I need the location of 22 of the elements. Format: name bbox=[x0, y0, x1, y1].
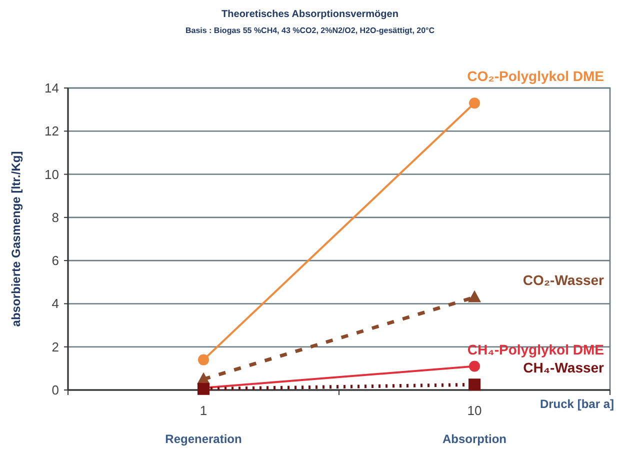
x-tick-label: 1 bbox=[200, 403, 208, 418]
y-tick-label: 2 bbox=[52, 339, 59, 354]
text: CH₄-Wasser bbox=[523, 360, 605, 376]
point bbox=[469, 360, 480, 372]
point bbox=[468, 378, 480, 391]
chart-title: Theoretisches Absorptionsvermögen bbox=[222, 9, 398, 20]
point bbox=[198, 354, 209, 366]
y-tick-label: 8 bbox=[52, 210, 59, 225]
x-axis-title: Druck [bar a] bbox=[540, 397, 614, 411]
text: Regeneration bbox=[165, 432, 242, 446]
point bbox=[469, 98, 480, 109]
y-axis-title: absorbierte Gasmenge [ltr./Kg] bbox=[9, 151, 23, 327]
text: Absorption bbox=[442, 432, 506, 446]
y-tick-label: 12 bbox=[44, 124, 59, 139]
chart-subtitle: Basis : Biogas 55 %CH4, 43 %CO2, 2%N2/O2, H2O-gesättigt, 20°C bbox=[185, 26, 435, 35]
series-label: CO₂-Polyglykol DME bbox=[467, 68, 604, 84]
text: CO₂-Wasser bbox=[522, 272, 605, 288]
y-tick-label: 0 bbox=[52, 382, 59, 398]
y-tick-label: 4 bbox=[52, 296, 59, 312]
y-tick-label: 10 bbox=[44, 166, 59, 182]
y-tick-label: 6 bbox=[52, 253, 59, 268]
y-tick-label: 14 bbox=[44, 80, 59, 96]
